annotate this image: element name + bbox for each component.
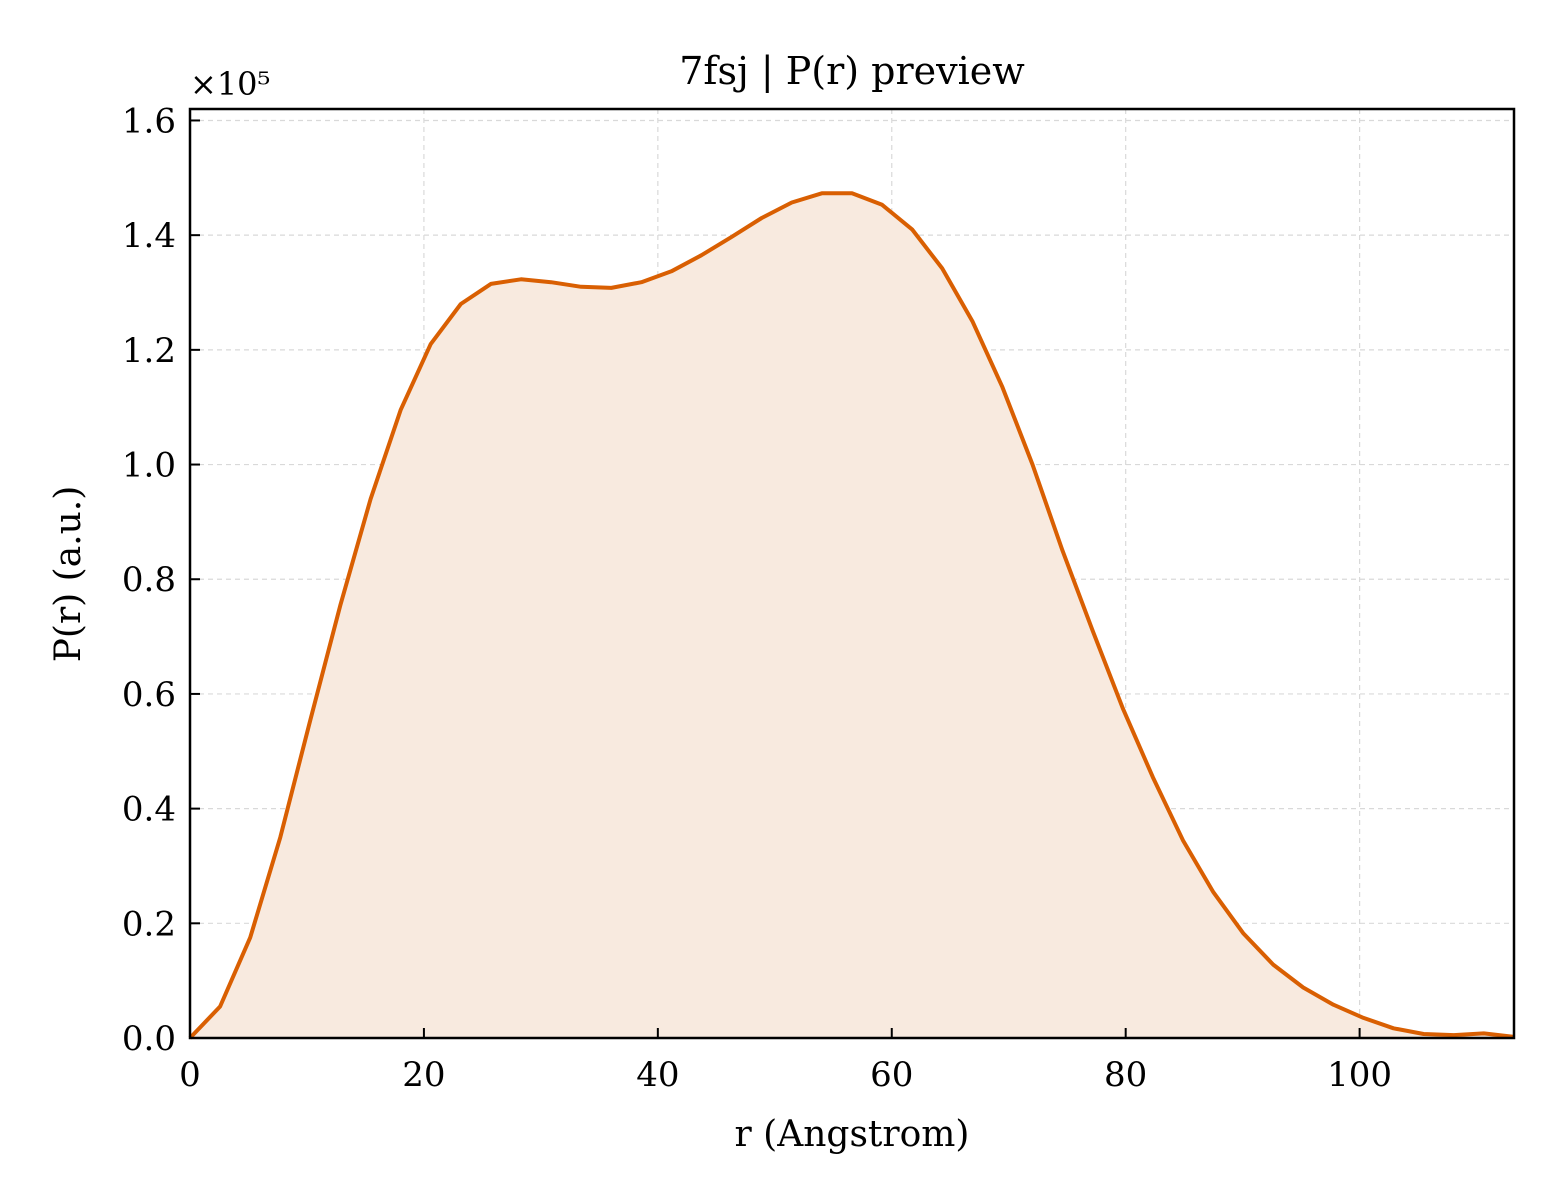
data-series-line [188, 191, 1515, 1040]
x-tick-label: 100 [1327, 1055, 1392, 1095]
x-tick-label: 20 [402, 1055, 445, 1095]
y-tick-label: 1.4 [122, 216, 176, 256]
axis-ticks: 0 20 40 60 80 100 0.0 0.2 0.4 0.6 0.8 1.0 1.2 1.4 1.6 [122, 101, 1392, 1095]
y-tick-label: 0.0 [122, 1019, 176, 1059]
y-tick-label: 1.6 [122, 101, 176, 141]
x-tick-label: 60 [870, 1055, 913, 1095]
y-tick-label: 0.6 [122, 675, 176, 715]
y-axis-multiplier: ×10⁵ [190, 65, 270, 103]
y-tick-label: 0.4 [122, 790, 176, 830]
x-axis-label: r (Angstrom) [735, 1114, 970, 1155]
data-area-fill [190, 193, 1514, 1039]
y-tick-label: 1.0 [122, 446, 176, 486]
x-tick-label: 80 [1104, 1055, 1147, 1095]
x-tick-label: 0 [179, 1055, 201, 1095]
y-tick-label: 0.2 [122, 904, 176, 944]
y-tick-label: 0.8 [122, 560, 176, 600]
chart-title: 7fsj | P(r) preview [679, 49, 1025, 93]
plot-frame [188, 107, 1516, 1040]
x-tick-label: 40 [636, 1055, 679, 1095]
y-axis-label: P(r) (a.u.) [48, 486, 89, 663]
y-tick-label: 1.2 [122, 331, 176, 371]
